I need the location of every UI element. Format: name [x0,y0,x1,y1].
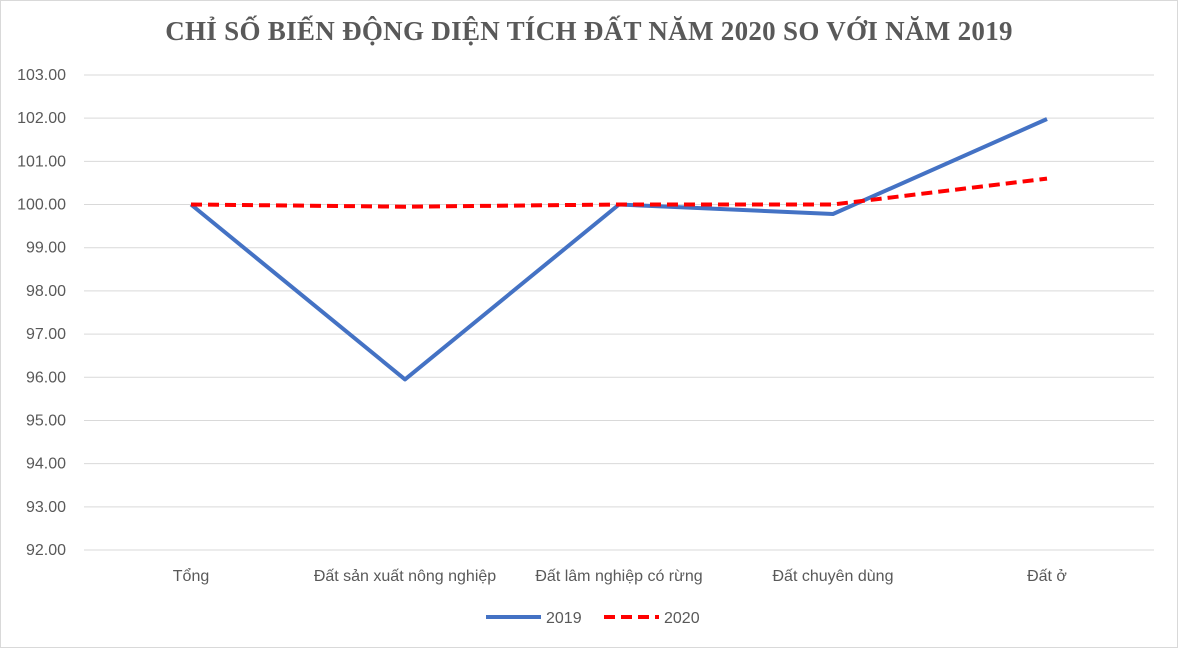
chart-title: CHỈ SỐ BIẾN ĐỘNG DIỆN TÍCH ĐẤT NĂM 2020 … [165,16,1013,46]
series-lines [189,117,1048,382]
x-tick-label: Tổng [173,567,209,585]
x-tick-label: Đất ở [1027,568,1067,585]
x-tick-label: Đất sản xuất nông nghiệp [314,568,496,585]
y-tick-label: 103.00 [17,67,66,84]
legend: 2019 2020 [486,610,700,627]
x-axis-ticks: Tổng Đất sản xuất nông nghiệp Đất lâm nghi… [173,567,1068,585]
y-tick-label: 98.00 [26,283,66,300]
y-tick-label: 96.00 [26,369,66,386]
x-tick-label: Đất chuyên dùng [773,568,894,585]
y-tick-label: 97.00 [26,326,66,343]
gridlines [84,74,1154,551]
y-tick-label: 95.00 [26,412,66,429]
y-tick-label: 101.00 [17,153,66,170]
x-tick-label: Đất lâm nghiệp có rừng [535,568,702,585]
series-line-2019 [189,117,1048,382]
y-tick-label: 99.00 [26,240,66,257]
legend-label-2019: 2019 [546,610,582,627]
y-tick-label: 94.00 [26,456,66,473]
y-tick-label: 93.00 [26,499,66,516]
series-line-2020 [190,176,1048,209]
y-tick-label: 100.00 [17,197,66,214]
y-axis-ticks: 92.00 93.00 94.00 95.00 96.00 97.00 98.00 99.00… [17,67,66,559]
legend-label-2020: 2020 [664,610,700,627]
y-tick-label: 92.00 [26,542,66,559]
y-tick-label: 102.00 [17,110,66,127]
